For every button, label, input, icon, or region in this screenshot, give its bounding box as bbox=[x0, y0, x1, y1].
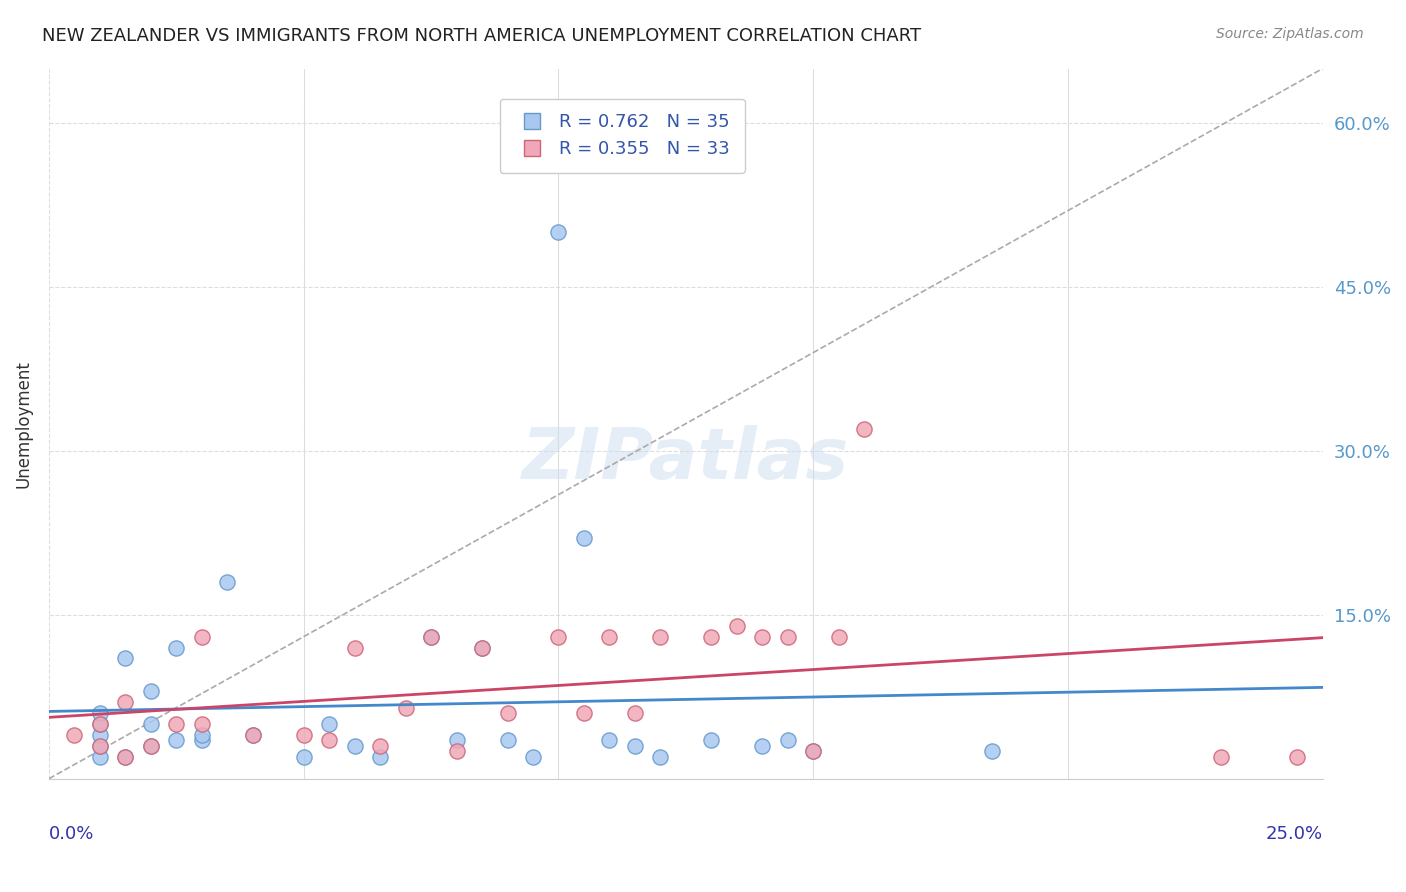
Immigrants from North America bbox=[191, 630, 214, 644]
New Zealanders bbox=[496, 733, 519, 747]
Immigrants from North America bbox=[801, 744, 824, 758]
Immigrants from North America bbox=[751, 630, 773, 644]
Immigrants from North America bbox=[828, 630, 851, 644]
Immigrants from North America bbox=[420, 630, 443, 644]
New Zealanders bbox=[420, 630, 443, 644]
New Zealanders bbox=[700, 733, 723, 747]
New Zealanders bbox=[89, 739, 111, 753]
Immigrants from North America bbox=[1286, 749, 1309, 764]
New Zealanders bbox=[89, 706, 111, 720]
Immigrants from North America bbox=[572, 706, 595, 720]
Immigrants from North America bbox=[547, 630, 569, 644]
New Zealanders bbox=[776, 733, 799, 747]
New Zealanders bbox=[801, 744, 824, 758]
New Zealanders bbox=[980, 744, 1002, 758]
New Zealanders bbox=[547, 226, 569, 240]
New Zealanders bbox=[242, 728, 264, 742]
New Zealanders bbox=[318, 717, 340, 731]
Immigrants from North America bbox=[368, 739, 391, 753]
Immigrants from North America bbox=[343, 640, 366, 655]
New Zealanders bbox=[89, 728, 111, 742]
Text: ZIPatlas: ZIPatlas bbox=[522, 425, 849, 493]
Immigrants from North America bbox=[139, 739, 162, 753]
New Zealanders bbox=[114, 749, 136, 764]
New Zealanders bbox=[446, 733, 468, 747]
Immigrants from North America bbox=[191, 717, 214, 731]
New Zealanders bbox=[89, 717, 111, 731]
Immigrants from North America bbox=[395, 700, 418, 714]
Text: 0.0%: 0.0% bbox=[49, 825, 94, 843]
New Zealanders bbox=[139, 739, 162, 753]
New Zealanders bbox=[368, 749, 391, 764]
Y-axis label: Unemployment: Unemployment bbox=[15, 359, 32, 488]
Immigrants from North America bbox=[1209, 749, 1232, 764]
Immigrants from North America bbox=[650, 630, 672, 644]
Immigrants from North America bbox=[292, 728, 315, 742]
New Zealanders bbox=[522, 749, 544, 764]
Immigrants from North America bbox=[598, 630, 620, 644]
New Zealanders bbox=[343, 739, 366, 753]
Immigrants from North America bbox=[471, 640, 494, 655]
Immigrants from North America bbox=[89, 717, 111, 731]
New Zealanders bbox=[139, 717, 162, 731]
Immigrants from North America bbox=[114, 695, 136, 709]
Immigrants from North America bbox=[318, 733, 340, 747]
Legend: R = 0.762   N = 35, R = 0.355   N = 33: R = 0.762 N = 35, R = 0.355 N = 33 bbox=[499, 99, 745, 173]
Immigrants from North America bbox=[242, 728, 264, 742]
Text: NEW ZEALANDER VS IMMIGRANTS FROM NORTH AMERICA UNEMPLOYMENT CORRELATION CHART: NEW ZEALANDER VS IMMIGRANTS FROM NORTH A… bbox=[42, 27, 921, 45]
Immigrants from North America bbox=[63, 728, 86, 742]
New Zealanders bbox=[114, 651, 136, 665]
New Zealanders bbox=[217, 574, 239, 589]
Immigrants from North America bbox=[700, 630, 723, 644]
New Zealanders bbox=[624, 739, 647, 753]
Immigrants from North America bbox=[114, 749, 136, 764]
New Zealanders bbox=[165, 733, 187, 747]
Text: 25.0%: 25.0% bbox=[1265, 825, 1323, 843]
Immigrants from North America bbox=[89, 739, 111, 753]
New Zealanders bbox=[191, 728, 214, 742]
Immigrants from North America bbox=[165, 717, 187, 731]
New Zealanders bbox=[471, 640, 494, 655]
New Zealanders bbox=[139, 684, 162, 698]
Text: Source: ZipAtlas.com: Source: ZipAtlas.com bbox=[1216, 27, 1364, 41]
New Zealanders bbox=[165, 640, 187, 655]
New Zealanders bbox=[292, 749, 315, 764]
New Zealanders bbox=[598, 733, 620, 747]
Immigrants from North America bbox=[496, 706, 519, 720]
Immigrants from North America bbox=[853, 422, 876, 436]
Immigrants from North America bbox=[624, 706, 647, 720]
New Zealanders bbox=[751, 739, 773, 753]
New Zealanders bbox=[650, 749, 672, 764]
New Zealanders bbox=[89, 749, 111, 764]
New Zealanders bbox=[572, 531, 595, 545]
Immigrants from North America bbox=[776, 630, 799, 644]
Immigrants from North America bbox=[446, 744, 468, 758]
New Zealanders bbox=[191, 733, 214, 747]
Immigrants from North America bbox=[725, 618, 748, 632]
